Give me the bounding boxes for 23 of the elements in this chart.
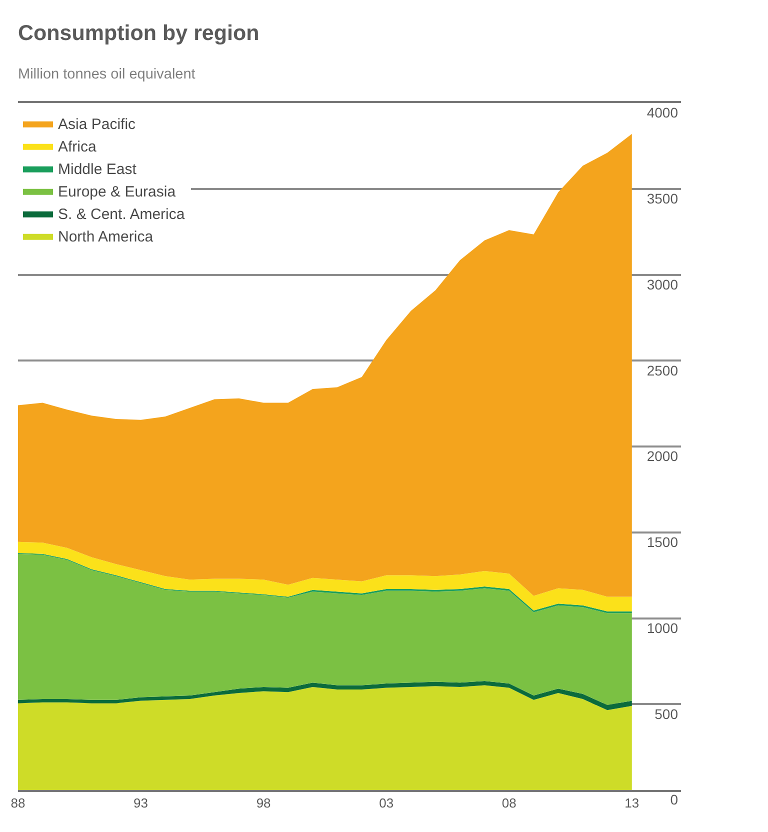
chart-subtitle: Million tonnes oil equivalent [18, 66, 196, 82]
x-tick-label: 98 [256, 796, 271, 811]
y-tick-label: 500 [654, 706, 678, 722]
y-tick-label: 0 [670, 792, 678, 808]
y-tick-label: 3000 [646, 276, 678, 292]
chart-title: Consumption by region [18, 21, 260, 46]
y-tick-label: 3500 [646, 190, 678, 207]
x-tick-label: 08 [502, 796, 516, 811]
legend-label: Asia Pacific [58, 116, 136, 134]
legend-label: S. & Cent. America [58, 206, 186, 224]
y-tick-label: 1500 [646, 534, 678, 550]
legend-label: Middle East [58, 161, 138, 178]
x-tick-label: 88 [10, 796, 26, 811]
legend-label: North America [58, 228, 154, 246]
x-tick-label: 93 [134, 796, 148, 811]
x-tick-label: 13 [624, 796, 640, 811]
y-tick-label: 2500 [646, 362, 678, 378]
y-tick-label: 2000 [646, 448, 678, 464]
y-tick-label: 4000 [646, 104, 678, 121]
legend-label: Africa [58, 138, 97, 156]
legend-label: Europe & Eurasia [58, 184, 176, 201]
y-tick-label: 1000 [646, 620, 678, 636]
x-tick-label: 03 [379, 796, 394, 811]
